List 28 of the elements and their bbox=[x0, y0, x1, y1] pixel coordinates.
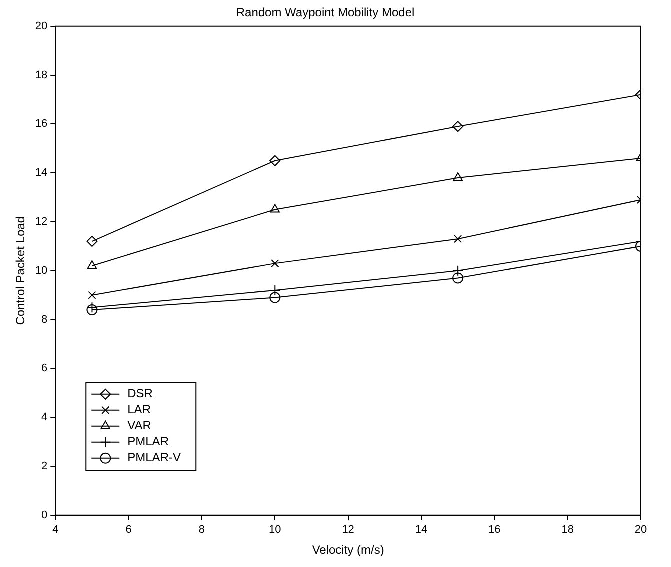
y-tick-label: 12 bbox=[35, 216, 48, 228]
y-tick-label: 20 bbox=[35, 20, 48, 32]
legend-label: DSR bbox=[128, 386, 154, 401]
y-tick-label: 8 bbox=[42, 314, 48, 326]
x-tick-label: 4 bbox=[52, 524, 59, 536]
y-tick-label: 2 bbox=[42, 460, 48, 473]
y-axis-title: Control Packet Load bbox=[14, 216, 28, 326]
y-tick-label: 6 bbox=[42, 362, 48, 375]
y-tick-label: 4 bbox=[42, 412, 48, 424]
x-tick-label: 12 bbox=[342, 524, 354, 536]
y-tick-label: 10 bbox=[35, 264, 48, 277]
x-tick-label: 14 bbox=[415, 524, 428, 536]
y-tick-label: 16 bbox=[35, 118, 48, 130]
y-tick-label: 18 bbox=[35, 69, 48, 82]
x-tick-label: 10 bbox=[269, 524, 282, 536]
x-tick-label: 18 bbox=[562, 524, 574, 536]
chart-title: Random Waypoint Mobility Model bbox=[236, 6, 415, 20]
y-tick-label: 0 bbox=[42, 509, 48, 522]
x-tick-label: 16 bbox=[488, 524, 501, 536]
legend-label: PMLAR-V bbox=[128, 450, 181, 465]
x-tick-label: 20 bbox=[634, 524, 648, 536]
legend-label: VAR bbox=[128, 418, 152, 433]
x-tick-label: 8 bbox=[198, 524, 206, 536]
x-tick-label: 6 bbox=[126, 524, 132, 536]
legend-label: LAR bbox=[128, 402, 152, 417]
x-axis-title: Velocity (m/s) bbox=[312, 543, 384, 558]
y-tick-label: 14 bbox=[35, 167, 48, 180]
legend-label: PMLAR bbox=[128, 434, 170, 449]
